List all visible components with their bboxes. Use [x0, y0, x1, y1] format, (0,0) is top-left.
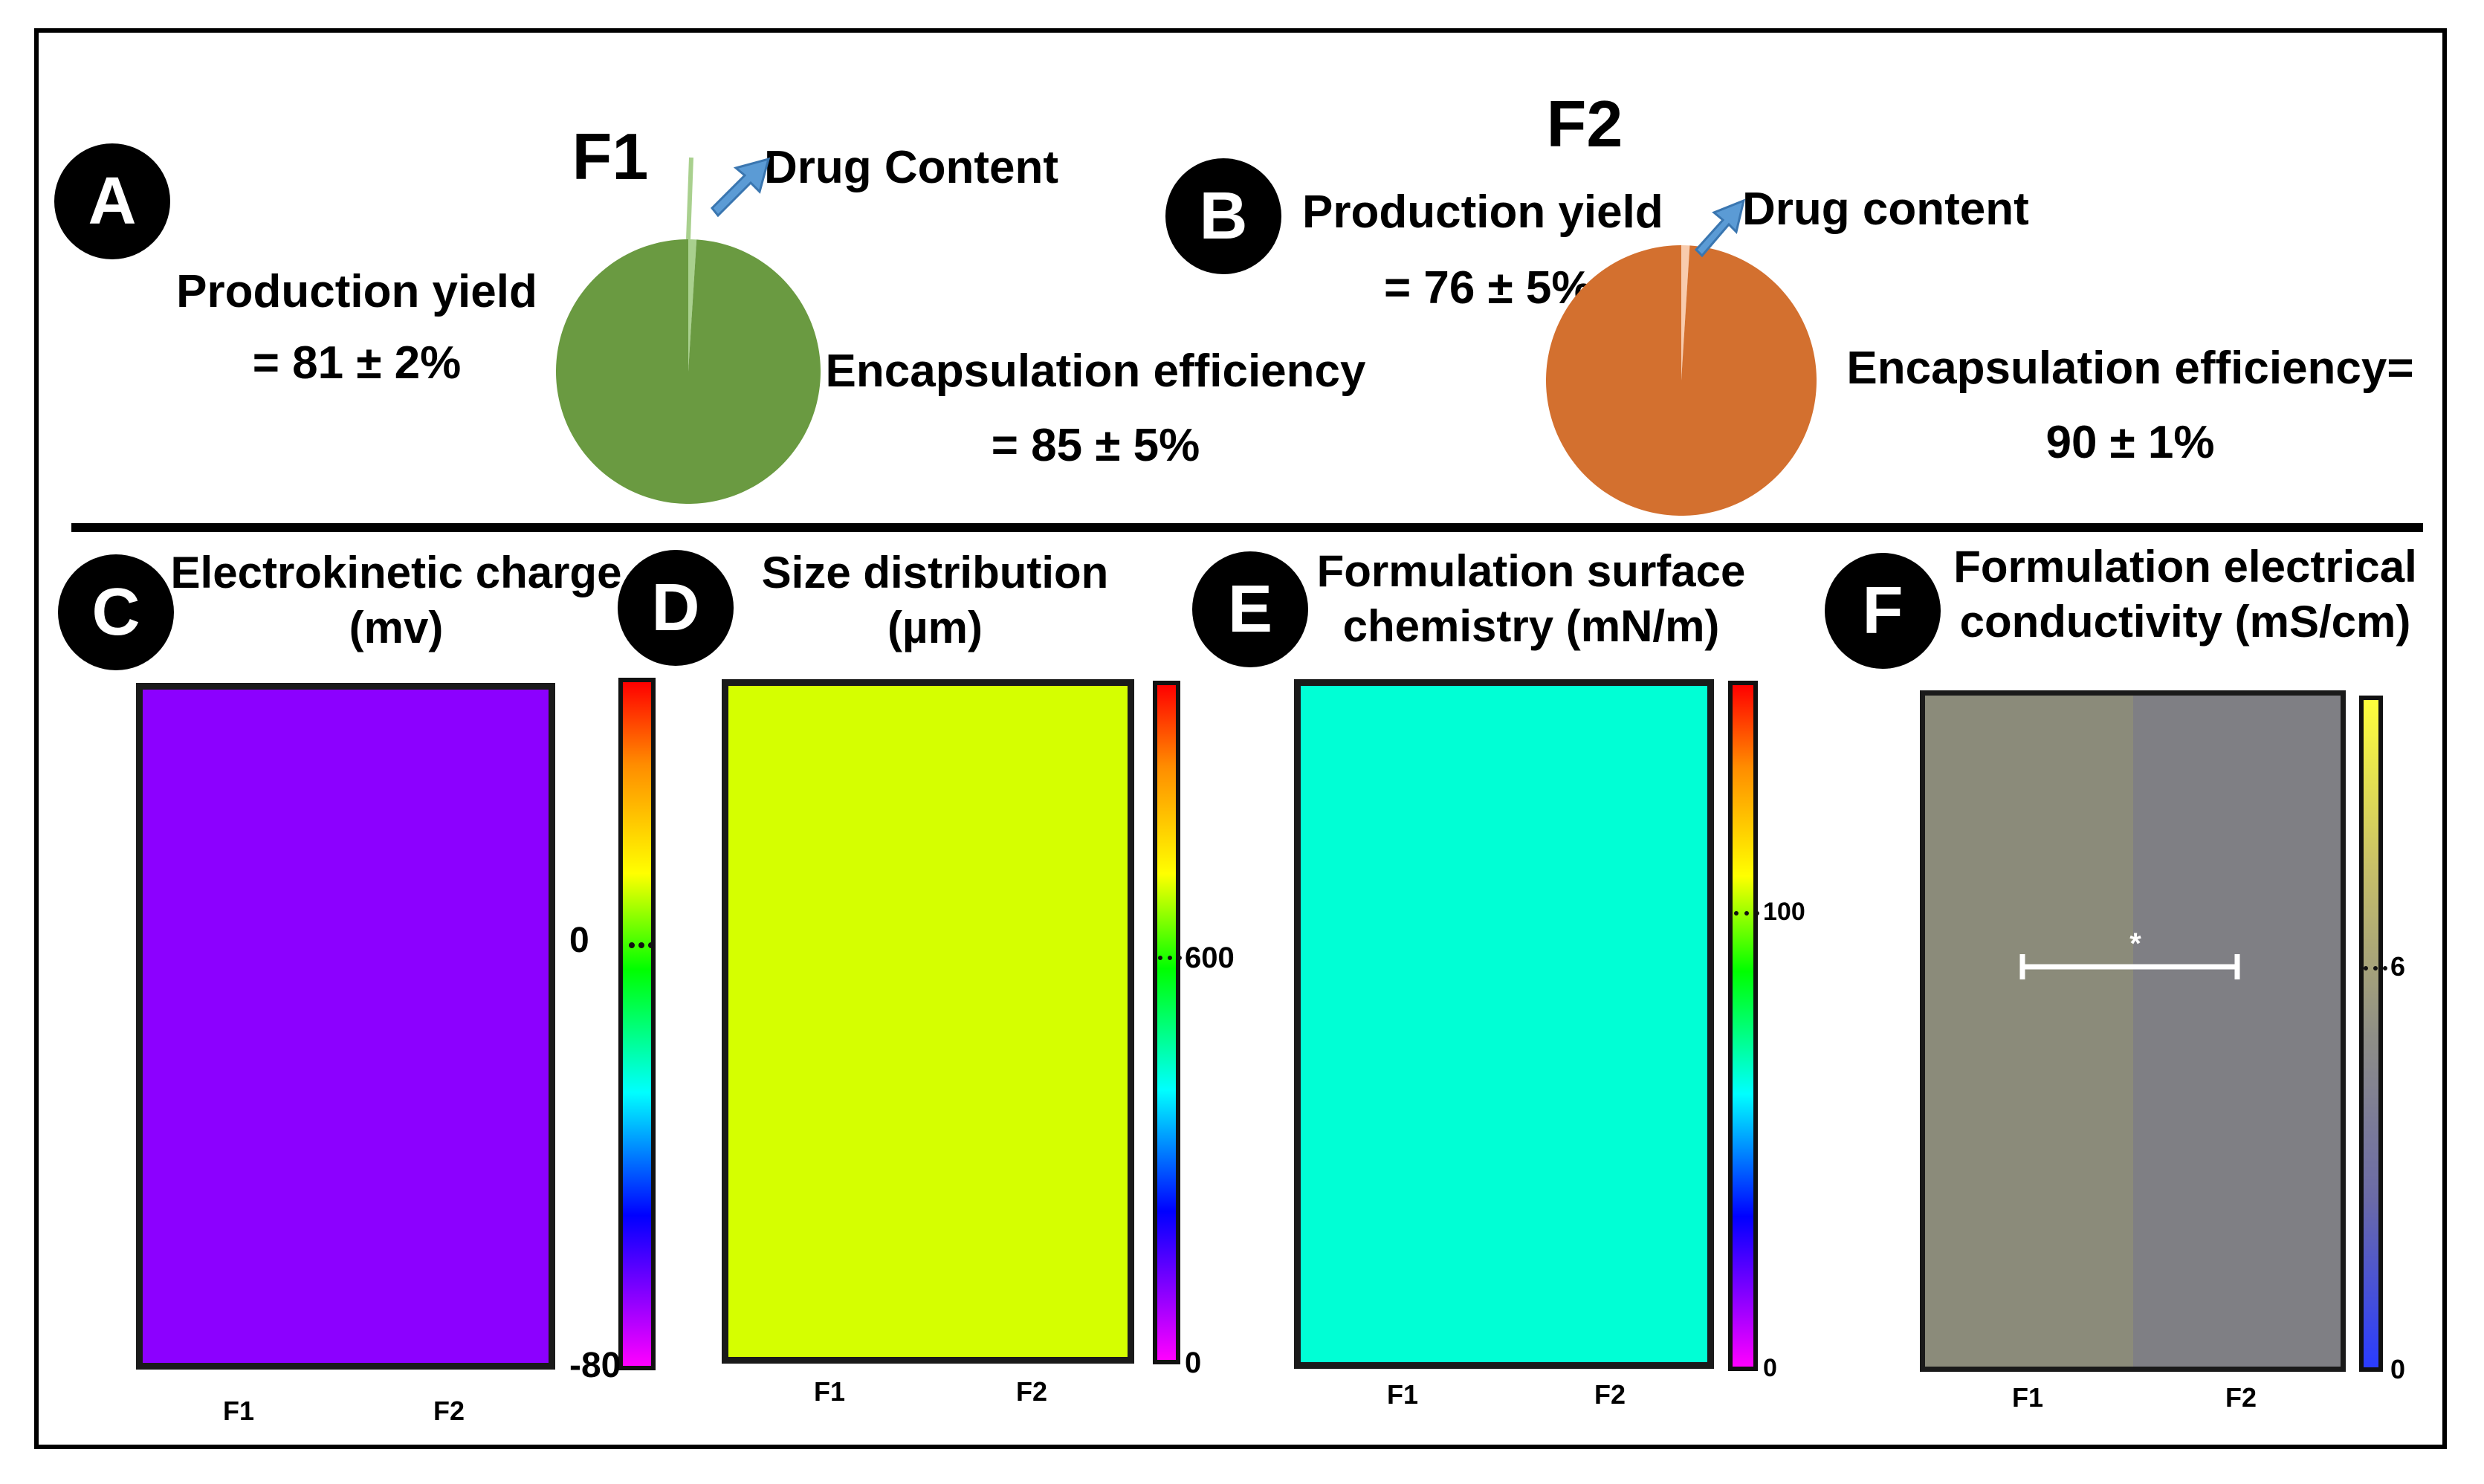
significance-star: *	[2129, 927, 2141, 960]
pie-slice-f2-drug-content	[1681, 245, 1690, 380]
encapsulation-value-f1: = 85 ± 5%	[991, 420, 1200, 471]
x-tick-e-f2: F2	[1594, 1379, 1626, 1410]
heatmap-cell-d-f1	[728, 686, 928, 1357]
pie-slice-f1-drug-content	[688, 239, 697, 372]
production-yield-value-f2: = 76 ± 5%	[1384, 262, 1593, 314]
colorbar-marker-f	[2364, 966, 2387, 971]
x-tick-e-f1: F1	[1387, 1379, 1419, 1410]
colorbar-tick-c-min: -80	[569, 1346, 621, 1385]
x-tick-d-f1: F1	[814, 1376, 846, 1407]
pie-slice-f2-remainder	[1546, 245, 1817, 516]
heatmap-cell-e-f1	[1301, 686, 1504, 1362]
arrow-icon-f1	[710, 157, 771, 218]
colorbar-marker-d	[1158, 956, 1182, 960]
production-yield-value-f1: = 81 ± 2%	[252, 337, 462, 389]
heatmap-e	[1294, 679, 1714, 1369]
heatmap-cell-c-f1	[143, 690, 346, 1363]
colorbar-d	[1153, 681, 1180, 1364]
heatmap-cell-f-f1	[1925, 696, 2133, 1367]
significance-bracket	[2019, 954, 2240, 979]
heatmap-title-d: Size distribution (µm)	[762, 545, 1109, 655]
panel-label-b: B	[1165, 158, 1281, 274]
panel-label-e: E	[1192, 551, 1308, 667]
heatmap-title-f-line1: Formulation electrical	[1953, 542, 2417, 592]
heatmap-d	[722, 679, 1134, 1364]
colorbar-c	[618, 678, 656, 1370]
colorbar-tick-d-600: 600	[1185, 942, 1235, 974]
production-yield-title-f1: Production yield	[176, 266, 537, 317]
heatmap-cell-e-f2	[1504, 686, 1707, 1362]
heatmap-title-e-line2: chemistry (mN/m)	[1342, 601, 1720, 651]
heatmap-f: *	[1920, 690, 2346, 1372]
x-tick-d-f2: F2	[1016, 1376, 1048, 1407]
heatmap-title-f-line2: conductivity (mS/cm)	[1959, 597, 2411, 647]
heatmap-c	[136, 683, 555, 1370]
x-tick-f-f1: F1	[2012, 1382, 2044, 1413]
pie-title-f2: F2	[1546, 87, 1623, 161]
encapsulation-title-f1: Encapsulation efficiency	[825, 346, 1366, 397]
colorbar-tick-e-100: 100	[1763, 898, 1805, 926]
drug-content-label-f2: Drug content	[1742, 184, 2029, 235]
colorbar-f	[2359, 696, 2383, 1372]
pie-drug-leader-f1	[686, 157, 693, 240]
arrow-icon-f2	[1694, 198, 1746, 258]
heatmap-title-f: Formulation electrical conductivity (mS/…	[1953, 540, 2417, 649]
heatmap-title-e-line1: Formulation surface	[1316, 546, 1746, 596]
colorbar-tick-f-0: 0	[2390, 1354, 2406, 1384]
colorbar-tick-c-0: 0	[569, 921, 589, 960]
heatmap-title-c-line2: (mv)	[349, 603, 444, 652]
colorbar-tick-e-0: 0	[1763, 1354, 1777, 1382]
heatmap-title-c: Electrokinetic charge (mv)	[171, 545, 622, 655]
pie-title-f1: F1	[572, 120, 649, 193]
drug-content-label-f1: Drug Content	[764, 142, 1059, 193]
colorbar-marker-e	[1734, 911, 1759, 916]
heatmap-title-c-line1: Electrokinetic charge	[170, 548, 622, 597]
panel-label-a: A	[54, 143, 170, 259]
x-tick-f-f2: F2	[2225, 1382, 2257, 1413]
production-yield-title-f2: Production yield	[1302, 187, 1663, 238]
encapsulation-label-f2: Encapsulation efficiency= 90 ± 1%	[1846, 331, 2413, 480]
heatmap-cell-f-f2	[2132, 696, 2341, 1367]
heatmap-cell-d-f2	[928, 686, 1128, 1357]
heatmap-cell-c-f2	[346, 690, 549, 1363]
encapsulation-value-f2: 90 ± 1%	[2045, 417, 2215, 468]
heatmap-title-d-line2: (µm)	[887, 603, 983, 652]
x-tick-c-f1: F1	[223, 1396, 255, 1426]
x-tick-c-f2: F2	[433, 1396, 465, 1426]
colorbar-marker-c	[629, 942, 654, 948]
colorbar-tick-d-0: 0	[1185, 1347, 1202, 1379]
pie-slice-f1-remainder	[555, 239, 821, 505]
encapsulation-title-f2: Encapsulation efficiency=	[1846, 343, 2414, 394]
heatmap-title-d-line1: Size distribution	[761, 548, 1109, 597]
production-yield-label-f1: Production yield = 81 ± 2%	[176, 256, 537, 399]
colorbar-e	[1728, 681, 1758, 1371]
encapsulation-label-f1: Encapsulation efficiency = 85 ± 5%	[826, 334, 1366, 483]
colorbar-tick-f-6: 6	[2390, 951, 2406, 982]
panel-label-f: F	[1825, 553, 1941, 669]
heatmap-title-e: Formulation surface chemistry (mN/m)	[1317, 544, 1746, 654]
panel-label-d: D	[618, 550, 734, 666]
panel-label-c: C	[58, 554, 174, 670]
figure-frame	[34, 28, 2447, 1449]
section-divider	[71, 523, 2423, 532]
